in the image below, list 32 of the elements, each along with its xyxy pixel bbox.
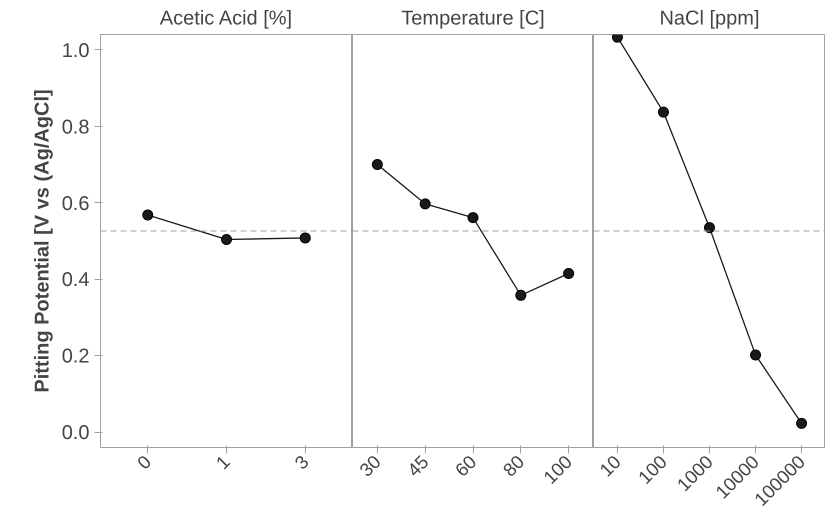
chart-title: Acetic Acid [%] (160, 8, 292, 30)
y-tick-label: 0.0 (62, 422, 90, 444)
x-tick-label: 60 (450, 451, 480, 481)
x-tick-label: 0 (132, 451, 156, 474)
point (704, 222, 715, 234)
point (796, 418, 808, 429)
x-tick-label: 80 (498, 451, 528, 481)
chart-title: Temperature [C] (401, 8, 545, 30)
x-tick-label: 30 (355, 451, 385, 481)
point (300, 232, 311, 244)
point (221, 234, 232, 245)
point (563, 268, 574, 279)
x-tick-label: 100 (634, 451, 671, 488)
point (372, 159, 383, 170)
y-tick-label: 0.4 (62, 269, 90, 292)
point (658, 106, 669, 118)
y-tick-label: 0.2 (62, 346, 90, 368)
point (515, 290, 526, 301)
x-tick-label: 100 (539, 451, 576, 488)
point (142, 210, 154, 220)
chart-title: NaCl [ppm] (659, 8, 760, 30)
y-tick-label: 0.6 (62, 192, 90, 215)
point (750, 349, 762, 360)
x-tick-label: 1 (212, 451, 234, 474)
x-tick-label: 3 (290, 451, 313, 474)
y-axis-title: Pitting Potential [V vs (Ag/AgCl] (32, 89, 54, 393)
point (420, 198, 431, 210)
y-tick-label: 1.0 (62, 40, 90, 62)
y-tick-label: 0.8 (62, 116, 90, 138)
point (468, 212, 478, 224)
x-tick-label: 10 (595, 451, 625, 481)
x-tick-label: 45 (403, 451, 433, 481)
